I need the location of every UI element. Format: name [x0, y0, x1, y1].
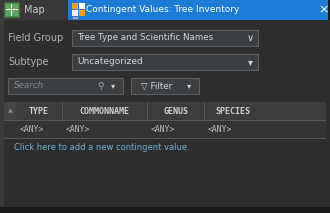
Text: <ANY>: <ANY> — [151, 125, 175, 134]
Text: <ANY>: <ANY> — [66, 125, 90, 134]
Bar — [4, 138, 326, 139]
Text: Search: Search — [14, 82, 44, 91]
Bar — [4, 120, 326, 121]
Text: Map: Map — [24, 5, 45, 15]
Bar — [8, 78, 123, 94]
Bar — [11, 4, 12, 16]
Text: ▲: ▲ — [8, 108, 13, 114]
Bar — [147, 102, 148, 120]
Bar — [73, 17, 78, 19]
Bar — [5, 3, 19, 17]
Bar — [68, 0, 328, 20]
Bar — [0, 0, 68, 20]
Text: Field Group: Field Group — [8, 33, 63, 43]
Text: ×: × — [319, 3, 329, 16]
Bar — [72, 3, 78, 9]
Bar — [62, 102, 63, 120]
Bar — [79, 10, 85, 16]
Text: ▾: ▾ — [248, 57, 252, 67]
Bar — [131, 78, 199, 94]
Bar — [79, 3, 85, 9]
Text: ∨: ∨ — [247, 33, 253, 43]
Text: ▽ Filter: ▽ Filter — [141, 82, 172, 91]
Bar — [4, 2, 20, 18]
Text: COMMONNAME: COMMONNAME — [80, 106, 129, 115]
Text: ▾: ▾ — [111, 82, 115, 91]
Bar — [4, 138, 326, 158]
Bar — [72, 10, 78, 16]
Bar — [4, 102, 326, 120]
Text: Contingent Values: Tree Inventory: Contingent Values: Tree Inventory — [86, 6, 239, 14]
Bar — [72, 54, 258, 70]
Bar — [204, 102, 205, 120]
Bar — [0, 20, 4, 213]
Bar — [0, 207, 330, 213]
Bar — [6, 9, 18, 10]
Text: Uncategorized: Uncategorized — [77, 58, 143, 66]
Bar — [0, 0, 330, 20]
Text: SPECIES: SPECIES — [215, 106, 250, 115]
Bar — [6, 4, 18, 16]
Text: <ANY>: <ANY> — [208, 125, 232, 134]
Text: GENUS: GENUS — [163, 106, 188, 115]
Text: TYPE: TYPE — [29, 106, 49, 115]
Bar — [4, 120, 326, 138]
Bar — [4, 102, 16, 120]
Text: Subtype: Subtype — [8, 57, 49, 67]
Text: Tree Type and Scientific Names: Tree Type and Scientific Names — [77, 33, 213, 43]
Text: Click here to add a new contingent value.: Click here to add a new contingent value… — [14, 144, 190, 153]
Text: ⚲: ⚲ — [98, 82, 104, 91]
Text: ▾: ▾ — [187, 82, 191, 91]
Bar — [72, 30, 258, 46]
Text: <ANY>: <ANY> — [20, 125, 44, 134]
